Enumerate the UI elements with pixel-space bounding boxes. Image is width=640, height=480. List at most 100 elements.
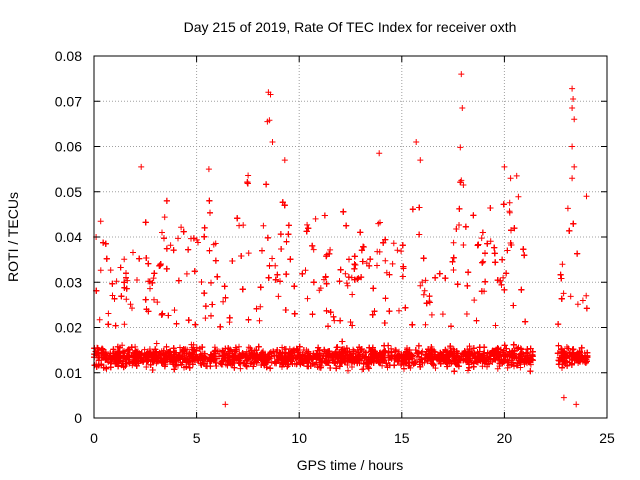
data-point	[206, 247, 213, 254]
data-point	[450, 267, 457, 273]
data-point	[256, 317, 263, 324]
data-point	[393, 347, 400, 354]
data-point	[390, 240, 397, 247]
data-point	[96, 316, 103, 323]
data-point	[310, 246, 317, 253]
data-point	[422, 321, 429, 328]
data-point	[113, 278, 120, 285]
data-point	[506, 199, 513, 206]
data-point	[121, 321, 128, 328]
data-point	[105, 310, 112, 317]
data-point	[465, 367, 471, 374]
data-point	[127, 301, 134, 308]
data-point	[396, 307, 402, 314]
data-point	[471, 297, 478, 304]
data-point	[124, 277, 131, 284]
data-point	[478, 235, 485, 242]
data-point	[175, 235, 181, 242]
chart-title: Day 215 of 2019, Rate Of TEC Index for r…	[184, 19, 517, 35]
data-point	[345, 367, 351, 374]
data-point	[170, 247, 177, 254]
data-point	[97, 267, 104, 274]
data-point	[460, 242, 467, 248]
data-point	[257, 303, 264, 310]
data-point	[129, 305, 135, 312]
data-point	[491, 244, 498, 251]
data-point	[163, 265, 170, 272]
data-point	[304, 221, 311, 228]
data-point	[343, 280, 350, 287]
data-point	[167, 242, 174, 249]
data-point	[323, 280, 330, 287]
data-point	[97, 218, 104, 225]
data-point	[394, 247, 401, 254]
data-point	[123, 296, 130, 303]
data-point	[183, 363, 190, 370]
data-point	[463, 311, 470, 317]
data-point	[154, 299, 161, 306]
data-point	[515, 193, 522, 200]
data-point	[358, 247, 365, 254]
data-point	[237, 365, 244, 372]
data-point	[150, 275, 157, 282]
data-point	[346, 256, 352, 263]
data-point	[107, 267, 114, 274]
data-points	[91, 71, 591, 408]
data-point	[559, 261, 566, 268]
data-point	[450, 239, 457, 246]
data-point	[121, 256, 128, 263]
data-point	[484, 363, 490, 370]
data-point	[269, 255, 276, 262]
data-point	[302, 267, 309, 274]
data-point	[178, 224, 185, 231]
data-point	[163, 245, 170, 252]
data-point	[304, 295, 311, 302]
data-point	[560, 290, 567, 297]
data-point	[355, 275, 362, 281]
data-point	[202, 315, 209, 322]
data-point	[220, 298, 227, 305]
data-point	[487, 238, 494, 245]
data-point	[432, 365, 439, 372]
data-point	[439, 311, 446, 318]
data-point	[349, 291, 356, 298]
data-point	[376, 248, 383, 255]
data-point	[245, 172, 252, 179]
data-point	[379, 362, 386, 369]
data-point	[331, 317, 338, 324]
data-point	[567, 293, 574, 300]
data-point	[236, 343, 242, 350]
data-point	[574, 301, 581, 308]
data-point	[416, 231, 423, 238]
data-point	[583, 292, 590, 299]
data-point	[506, 209, 513, 216]
data-point	[420, 291, 427, 298]
data-point	[327, 246, 334, 253]
data-point	[421, 287, 428, 294]
data-point	[337, 317, 344, 324]
data-point	[564, 205, 571, 212]
data-point	[245, 250, 252, 257]
data-point	[134, 277, 140, 283]
data-point	[417, 282, 424, 289]
data-point	[419, 279, 426, 286]
data-point	[317, 285, 324, 292]
data-point	[426, 299, 433, 306]
data-point	[171, 307, 178, 314]
data-point	[243, 363, 250, 370]
data-point	[141, 346, 148, 353]
data-point	[260, 222, 267, 229]
data-point	[109, 292, 116, 299]
data-point	[161, 214, 168, 221]
data-point	[193, 344, 200, 351]
data-point	[382, 257, 389, 264]
data-point	[500, 274, 507, 281]
data-point	[147, 285, 153, 292]
data-point	[202, 303, 209, 310]
data-point	[153, 340, 160, 347]
data-point	[504, 364, 511, 371]
data-point	[146, 346, 153, 353]
data-point	[275, 293, 282, 300]
data-point	[177, 344, 183, 351]
